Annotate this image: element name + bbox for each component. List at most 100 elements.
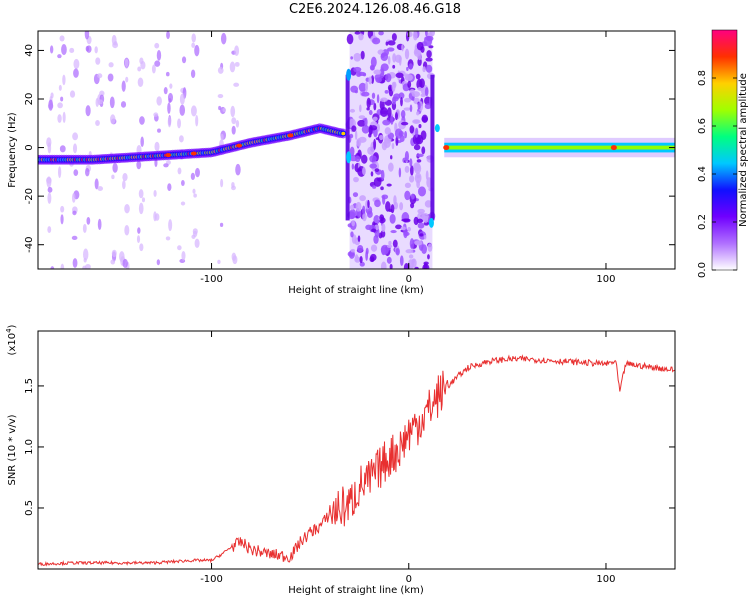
noise-blob	[153, 112, 159, 117]
noise-blob	[401, 218, 410, 222]
noise-blob	[422, 263, 430, 269]
noise-blob	[193, 193, 197, 198]
noise-blob	[386, 244, 393, 248]
noise-blob	[60, 205, 65, 213]
noise-blob	[50, 92, 54, 99]
noise-blob	[404, 73, 409, 81]
colorbar-tick-label: 0.8	[697, 70, 708, 86]
noise-blob	[99, 90, 105, 97]
noise-blob	[404, 131, 407, 139]
noise-blob	[398, 130, 404, 137]
noise-blob	[349, 204, 355, 211]
noise-blob	[417, 208, 425, 214]
noise-blob	[398, 55, 402, 66]
edge-hotspot	[346, 68, 352, 81]
noise-blob	[108, 62, 114, 68]
noise-blob	[425, 64, 433, 73]
noise-blob	[354, 90, 358, 94]
noise-blob	[389, 263, 393, 269]
noise-blob	[369, 163, 378, 169]
noise-blob	[190, 105, 197, 117]
noise-blob	[423, 234, 427, 240]
noise-blob	[405, 249, 414, 254]
noise-blob	[47, 226, 52, 234]
noise-blob	[400, 109, 406, 119]
noise-blob	[82, 265, 87, 269]
x-tick-label: 100	[596, 274, 615, 285]
snr-exponent-power: 4	[5, 328, 13, 333]
noise-blob	[97, 218, 102, 230]
edge-streak	[430, 74, 435, 221]
noise-blob	[409, 125, 415, 134]
snr-background	[38, 331, 675, 569]
noise-blob	[368, 124, 373, 136]
noise-blob	[192, 230, 198, 238]
noise-blob	[190, 172, 195, 181]
noise-blob	[60, 214, 64, 225]
noise-blob	[166, 31, 170, 40]
noise-blob	[390, 230, 397, 234]
noise-blob	[350, 231, 354, 238]
noise-blob	[47, 142, 52, 154]
noise-blob	[382, 119, 391, 126]
noise-blob	[361, 154, 368, 164]
noise-blob	[370, 65, 375, 71]
noise-blob	[165, 236, 171, 241]
noise-blob	[367, 210, 373, 218]
edge-streak	[345, 74, 350, 221]
noise-blob	[421, 114, 428, 123]
x-tick-label: -100	[200, 574, 223, 585]
noise-blob	[71, 192, 76, 203]
noise-blob	[46, 176, 52, 188]
noise-blob	[388, 240, 392, 246]
noise-blob	[406, 66, 409, 71]
noise-blob	[415, 127, 419, 138]
steady-band-core	[444, 145, 675, 150]
noise-blob	[218, 105, 222, 111]
noise-blob	[349, 208, 357, 219]
noise-blob	[395, 248, 400, 256]
noise-blob	[418, 124, 422, 129]
noise-blob	[179, 93, 185, 105]
noise-blob	[167, 116, 172, 128]
snr-exponent-base: (x10	[7, 333, 18, 356]
noise-blob	[229, 61, 236, 73]
noise-blob	[387, 107, 392, 118]
y-tick-label: 20	[24, 93, 35, 106]
spectrogram-marks	[38, 31, 675, 269]
noise-blob	[394, 112, 399, 121]
noise-blob	[354, 130, 358, 141]
noise-blob	[422, 215, 429, 223]
noise-blob	[121, 80, 126, 92]
noise-blob	[393, 195, 397, 206]
x-tick-label: -100	[200, 274, 223, 285]
noise-blob	[195, 167, 200, 178]
noise-blob	[153, 211, 157, 222]
spectrogram-axes: -100 0 100 -40 -20 0 20 40	[24, 31, 675, 285]
noise-blob	[379, 214, 385, 221]
noise-blob	[69, 90, 76, 98]
noise-blob	[181, 180, 185, 186]
colorbar-label: Normalized spectral amplitude	[738, 73, 749, 227]
noise-blob	[122, 258, 128, 268]
noise-blob	[399, 134, 405, 142]
noise-blob	[361, 91, 370, 97]
noise-blob	[62, 111, 66, 124]
noise-blob	[362, 212, 367, 222]
noise-blob	[425, 57, 433, 62]
noise-blob	[358, 115, 366, 120]
ridge-peak	[287, 133, 294, 138]
noise-blob	[395, 224, 402, 230]
noise-blob	[426, 177, 432, 188]
noise-blob	[355, 201, 362, 212]
noise-blob	[97, 73, 103, 79]
noise-blob	[179, 104, 186, 116]
noise-blob	[163, 87, 168, 95]
noise-blob	[362, 205, 366, 215]
noise-blob	[124, 204, 130, 214]
noise-blob	[373, 138, 377, 150]
noise-blob	[177, 167, 182, 175]
noise-blob	[220, 133, 224, 141]
noise-blob	[137, 66, 142, 72]
noise-blob	[61, 44, 67, 56]
